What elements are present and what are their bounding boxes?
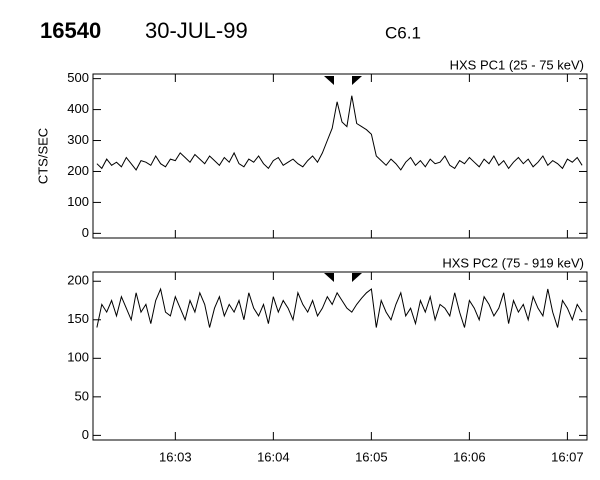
y-tick-label: 200 <box>67 273 89 288</box>
y-tick-label: 400 <box>67 101 89 116</box>
y-tick-label: 100 <box>67 194 89 209</box>
data-line <box>96 95 583 171</box>
y-tick-label: 150 <box>67 311 89 326</box>
y-tick-label: 500 <box>67 70 89 85</box>
y-tick-label: 200 <box>67 163 89 178</box>
y-tick-label: 300 <box>67 132 89 147</box>
marker <box>352 273 362 282</box>
panel-title: HXS PC2 (75 - 919 keV) <box>442 255 584 270</box>
y-tick-label: 50 <box>75 388 89 403</box>
markers <box>324 76 362 282</box>
date: 30-JUL-99 <box>145 18 248 43</box>
panel-title: HXS PC1 (25 - 75 keV) <box>450 57 584 72</box>
y-tick-label: 0 <box>82 225 89 240</box>
marker <box>324 273 334 282</box>
data-line <box>96 287 583 328</box>
marker <box>352 76 362 85</box>
x-tick-label: 16:07 <box>551 449 584 464</box>
flare-class: C6.1 <box>385 23 421 42</box>
y-tick-label: 100 <box>67 350 89 365</box>
y-axis-title: CTS/SEC <box>35 128 50 184</box>
x-tick-label: 16:06 <box>453 449 486 464</box>
flare-id: 16540 <box>40 18 101 43</box>
x-tick-label: 16:05 <box>355 449 388 464</box>
plot-frame <box>92 271 588 441</box>
plot-frame <box>92 73 588 239</box>
marker <box>324 76 334 85</box>
y-tick-label: 0 <box>82 427 89 442</box>
x-tick-label: 16:04 <box>257 449 290 464</box>
x-tick-label: 16:03 <box>159 449 192 464</box>
